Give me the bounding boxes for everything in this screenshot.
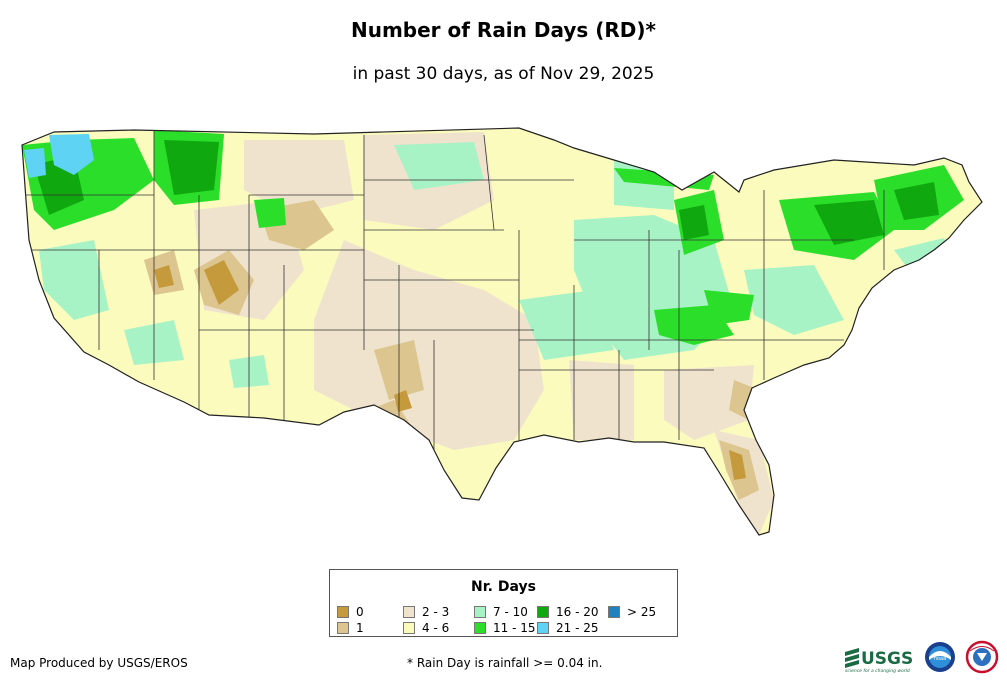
legend-item: 21 - 25 — [537, 621, 599, 635]
legend-swatch — [474, 622, 486, 634]
usgs-logo: USGS science for a changing world — [845, 648, 913, 674]
legend-swatch — [403, 622, 415, 634]
legend-label: 11 - 15 — [493, 621, 536, 635]
legend-item: 4 - 6 — [403, 621, 449, 635]
legend-item: 7 - 10 — [474, 605, 528, 619]
us-rain-days-map — [21, 127, 983, 536]
legend-label: 2 - 3 — [422, 605, 450, 619]
legend-item: 16 - 20 — [537, 605, 599, 619]
map-subtitle: in past 30 days, as of Nov 29, 2025 — [352, 64, 655, 84]
usgs-tagline: science for a changing world — [845, 668, 910, 674]
legend-item: 2 - 3 — [403, 605, 449, 619]
map-title: Number of Rain Days (RD)* — [350, 18, 656, 42]
legend-title: Nr. Days — [471, 579, 536, 595]
legend-swatch — [537, 606, 549, 618]
legend-item: 0 — [337, 605, 364, 619]
legend-swatch — [537, 622, 549, 634]
rain-day-note: * Rain Day is rainfall >= 0.04 in. — [407, 656, 603, 670]
legend-swatch — [337, 622, 349, 634]
legend-label: 4 - 6 — [422, 621, 450, 635]
legend-label: 1 — [356, 621, 364, 635]
legend-item: 1 — [337, 621, 364, 635]
map-credit: Map Produced by USGS/EROS — [10, 656, 188, 670]
nws-logo — [965, 640, 999, 674]
legend-swatch — [403, 606, 415, 618]
legend-label: 16 - 20 — [556, 605, 599, 619]
usgs-text: USGS — [861, 649, 913, 669]
legend-label: > 25 — [627, 605, 657, 619]
legend-swatch — [337, 606, 349, 618]
agency-logos: USGS science for a changing world noaa — [845, 640, 999, 674]
legend-swatch — [474, 606, 486, 618]
legend-label: 0 — [356, 605, 364, 619]
noaa-logo: noaa — [925, 642, 955, 672]
legend-label: 7 - 10 — [493, 605, 528, 619]
legend-item: > 25 — [608, 605, 656, 619]
noaa-text: noaa — [934, 656, 946, 662]
legend-label: 21 - 25 — [556, 621, 599, 635]
legend-swatch — [608, 606, 620, 618]
legend-item: 11 - 15 — [474, 621, 536, 635]
map-legend: Nr. Days 0 1 2 - 3 4 - 6 7 - 10 11 - 15 16 - 2… — [329, 569, 678, 637]
